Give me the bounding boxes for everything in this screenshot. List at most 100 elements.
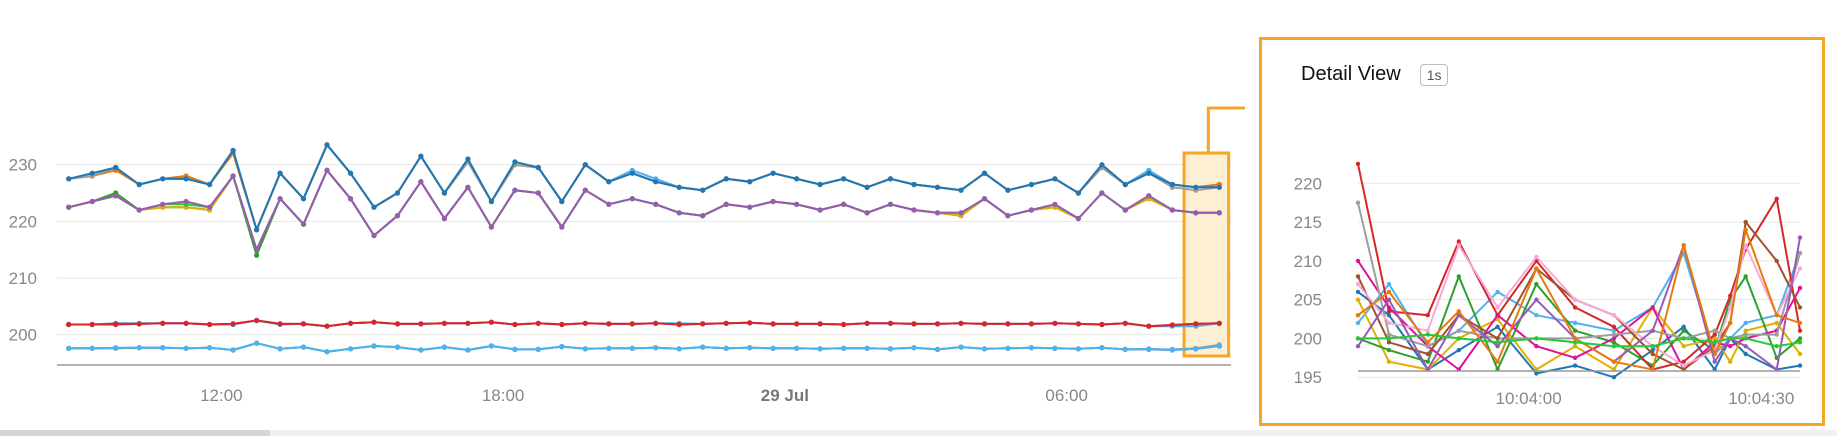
data-point (818, 207, 823, 212)
data-point (606, 346, 611, 351)
data-point (1744, 344, 1748, 348)
data-point (865, 346, 870, 351)
data-point (818, 182, 823, 187)
data-point (442, 321, 447, 326)
data-point (1744, 336, 1748, 340)
series-12 (66, 318, 1222, 329)
data-point (1426, 340, 1430, 344)
data-point (1744, 274, 1748, 278)
data-point (160, 345, 165, 350)
data-point (301, 222, 306, 227)
detail-series-group (1356, 162, 1802, 380)
data-point (1193, 185, 1198, 190)
data-point (1457, 336, 1461, 340)
data-point (794, 202, 799, 207)
data-point (1682, 344, 1686, 348)
data-point (207, 205, 212, 210)
data-point (935, 347, 940, 352)
data-point (1387, 336, 1391, 340)
data-point (1682, 336, 1686, 340)
data-point (1005, 346, 1010, 351)
detail-chart[interactable]: 195 200 205 210 215 220 10:04:00 10:04:30 (1262, 40, 1822, 423)
data-point (1728, 344, 1732, 348)
data-point (254, 247, 259, 252)
data-point (1573, 329, 1577, 333)
data-point (1744, 352, 1748, 356)
data-point (653, 345, 658, 350)
data-point (1534, 255, 1538, 259)
data-point (1573, 298, 1577, 302)
series-15 (66, 341, 1222, 355)
x-tick-label: 06:00 (1045, 386, 1088, 405)
data-point (1775, 259, 1779, 263)
data-point (512, 159, 517, 164)
data-point (1573, 305, 1577, 309)
data-point (1193, 210, 1198, 215)
data-point (1495, 344, 1499, 348)
data-point (1029, 207, 1034, 212)
data-point (911, 207, 916, 212)
data-point (113, 193, 118, 198)
data-point (465, 156, 470, 161)
data-point (348, 321, 353, 326)
data-point (231, 148, 236, 153)
data-point (395, 345, 400, 350)
data-point (1612, 344, 1616, 348)
data-point (324, 168, 329, 173)
data-point (1356, 282, 1360, 286)
data-point (324, 349, 329, 354)
data-point (231, 347, 236, 352)
data-point (1612, 332, 1616, 336)
series-3 (66, 142, 1222, 232)
data-point (1682, 363, 1686, 367)
data-point (184, 321, 189, 326)
data-point (818, 346, 823, 351)
data-point (606, 321, 611, 326)
main-chart[interactable]: 200 210 220 230 12:00 18:00 29 Jul 06:00 (0, 0, 1245, 410)
data-point (1728, 360, 1732, 364)
data-point (278, 196, 283, 201)
data-point (395, 213, 400, 218)
data-point (958, 321, 963, 326)
data-point (841, 322, 846, 327)
data-point (1573, 344, 1577, 348)
data-point (1387, 290, 1391, 294)
data-point (583, 346, 588, 351)
data-point (371, 320, 376, 325)
data-point (865, 185, 870, 190)
data-point (1029, 182, 1034, 187)
data-point (1426, 352, 1430, 356)
interval-badge[interactable]: 1s (1420, 64, 1449, 86)
data-point (1682, 243, 1686, 247)
data-point (1457, 274, 1461, 278)
data-point (958, 345, 963, 350)
data-point (1798, 321, 1802, 325)
data-point (982, 321, 987, 326)
data-point (1495, 305, 1499, 309)
horizontal-scrollbar[interactable] (0, 430, 1837, 436)
data-point (982, 171, 987, 176)
y-tick-label: 200 (1294, 329, 1322, 348)
y-tick-label: 230 (9, 156, 37, 175)
highlight-connector (1208, 108, 1245, 153)
data-point (278, 171, 283, 176)
data-point (1005, 321, 1010, 326)
series-line (69, 145, 1220, 230)
data-point (1612, 340, 1616, 344)
x-tick-label: 10:04:00 (1496, 389, 1562, 408)
data-point (1146, 324, 1151, 329)
data-point (1356, 201, 1360, 205)
data-point (1217, 343, 1222, 348)
scrollbar-thumb[interactable] (0, 430, 270, 436)
y-tick-label: 200 (9, 326, 37, 345)
data-point (1457, 329, 1461, 333)
data-point (1775, 344, 1779, 348)
data-point (1798, 352, 1802, 356)
data-point (794, 176, 799, 181)
data-point (1457, 309, 1461, 313)
data-point (1612, 336, 1616, 340)
data-point (1495, 340, 1499, 344)
main-gridlines (57, 165, 1231, 335)
data-point (911, 345, 916, 350)
data-point (747, 179, 752, 184)
